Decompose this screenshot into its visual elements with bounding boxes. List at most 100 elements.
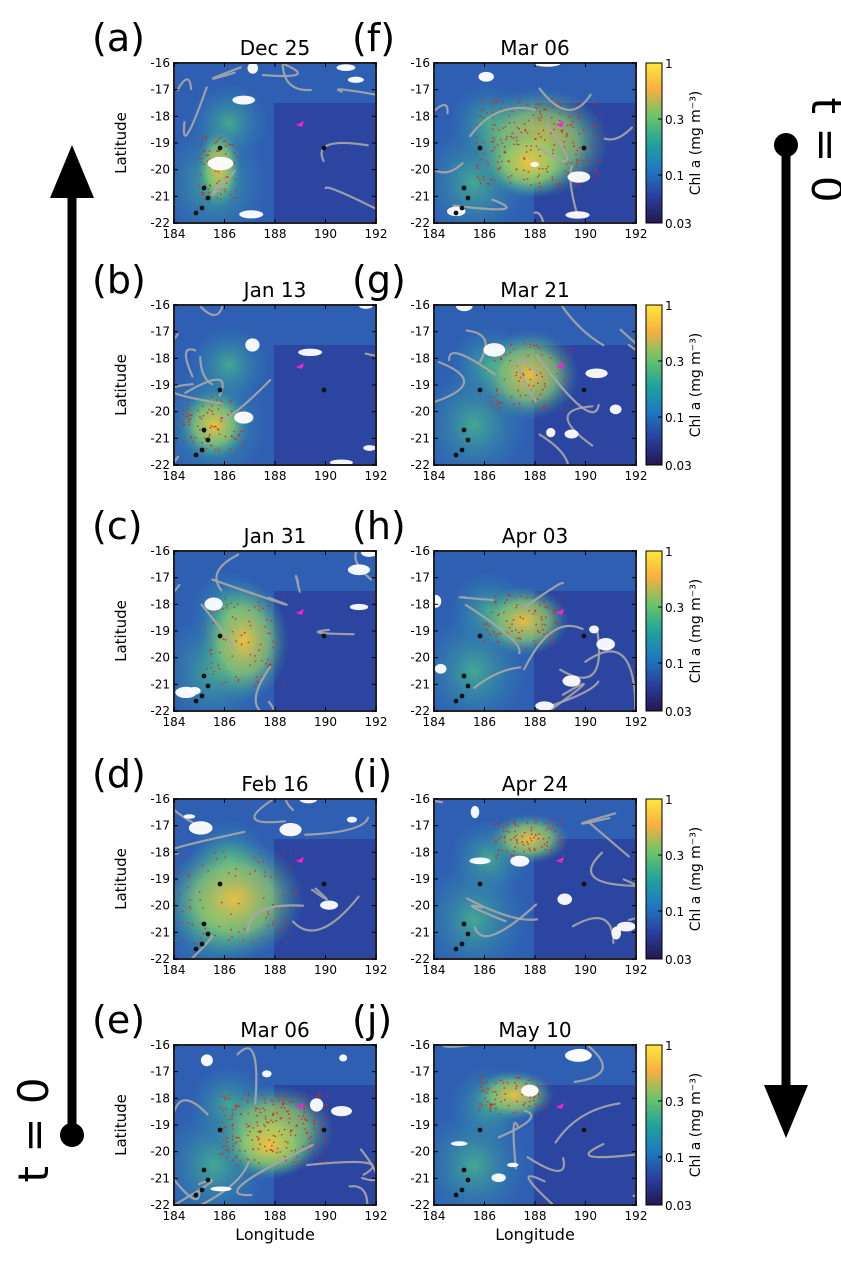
x-tick-label: 190 bbox=[314, 963, 337, 977]
y-tick-label: -22 bbox=[410, 704, 430, 718]
x-tick-label: 186 bbox=[213, 1209, 236, 1223]
y-tick-label: -22 bbox=[150, 704, 170, 718]
chlorophyll-field bbox=[174, 551, 376, 711]
colorbar-tick-label: 0.3 bbox=[665, 601, 684, 615]
y-tick-label: -16 bbox=[410, 298, 430, 312]
y-tick-label: -16 bbox=[150, 298, 170, 312]
y-tick-label: -19 bbox=[410, 378, 430, 392]
y-tick-label: -16 bbox=[150, 792, 170, 806]
chlorophyll-field bbox=[174, 799, 376, 959]
colorbar-label: Chl a (mg m⁻³) bbox=[688, 1073, 704, 1178]
y-tick-label: -16 bbox=[150, 1038, 170, 1052]
x-tick-label: 188 bbox=[264, 715, 287, 729]
panel-letter: (a) bbox=[92, 16, 145, 60]
x-tick-label: 188 bbox=[524, 963, 547, 977]
x-tick-label: 190 bbox=[314, 715, 337, 729]
x-tick-label: 188 bbox=[264, 963, 287, 977]
y-tick-label: -19 bbox=[410, 1118, 430, 1132]
colorbar-tick-label: 0.3 bbox=[665, 849, 684, 863]
x-tick-label: 188 bbox=[524, 469, 547, 483]
chlorophyll-field bbox=[434, 63, 636, 223]
colorbar-tick-label: 0.3 bbox=[665, 1095, 684, 1109]
panel-date: Feb 16 bbox=[241, 772, 308, 796]
colorbar-tick-label: 0.03 bbox=[665, 459, 692, 473]
y-tick-label: -21 bbox=[150, 1171, 170, 1185]
y-tick-label: -17 bbox=[410, 571, 430, 585]
x-tick-label: 184 bbox=[423, 963, 446, 977]
x-tick-label: 192 bbox=[365, 715, 388, 729]
x-tick-label: 184 bbox=[163, 469, 186, 483]
panel-date: May 10 bbox=[498, 1018, 571, 1042]
y-tick-label: -22 bbox=[410, 952, 430, 966]
x-tick-label: 186 bbox=[213, 963, 236, 977]
y-tick-label: -22 bbox=[410, 1198, 430, 1212]
y-tick-label: -22 bbox=[150, 1198, 170, 1212]
panel-date: Jan 13 bbox=[242, 278, 307, 302]
y-tick-label: -20 bbox=[410, 651, 430, 665]
y-axis-label: Latitude bbox=[112, 354, 130, 416]
y-tick-label: -17 bbox=[410, 819, 430, 833]
x-tick-label: 188 bbox=[524, 227, 547, 241]
y-tick-label: -22 bbox=[410, 216, 430, 230]
colorbar-tick-label: 1 bbox=[665, 545, 673, 559]
x-tick-label: 190 bbox=[314, 469, 337, 483]
colorbar-tick-label: 0.1 bbox=[665, 411, 684, 425]
panel-letter: (j) bbox=[352, 998, 392, 1042]
y-tick-label: -18 bbox=[410, 1091, 430, 1105]
y-tick-label: -20 bbox=[150, 405, 170, 419]
colorbar: 1 0.3 0.1 0.03 Chl a (mg m⁻³) bbox=[645, 57, 704, 231]
y-tick-label: -19 bbox=[410, 136, 430, 150]
y-tick-label: -18 bbox=[410, 597, 430, 611]
x-tick-label: 184 bbox=[423, 469, 446, 483]
colorbar-label: Chl a (mg m⁻³) bbox=[688, 333, 704, 438]
panel-date: Mar 21 bbox=[500, 278, 570, 302]
chlorophyll-field bbox=[174, 305, 376, 465]
colorbar-tick-label: 0.1 bbox=[665, 169, 684, 183]
x-tick-label: 184 bbox=[163, 715, 186, 729]
x-tick-label: 186 bbox=[473, 227, 496, 241]
x-tick-label: 190 bbox=[574, 963, 597, 977]
x-tick-label: 190 bbox=[314, 1209, 337, 1223]
y-tick-label: -16 bbox=[410, 1038, 430, 1052]
colorbar-tick-label: 1 bbox=[665, 793, 673, 807]
y-tick-label: -17 bbox=[150, 325, 170, 339]
y-tick-label: -20 bbox=[410, 899, 430, 913]
y-tick-label: -21 bbox=[410, 925, 430, 939]
x-tick-label: 192 bbox=[365, 227, 388, 241]
x-tick-label: 192 bbox=[625, 715, 648, 729]
colorbar-tick-label: 1 bbox=[665, 299, 673, 313]
panel-date: Apr 03 bbox=[502, 524, 568, 548]
y-tick-label: -21 bbox=[410, 189, 430, 203]
y-tick-label: -17 bbox=[150, 571, 170, 585]
x-axis-label: Longitude bbox=[495, 1225, 575, 1244]
y-tick-label: -18 bbox=[410, 109, 430, 123]
x-tick-label: 186 bbox=[473, 469, 496, 483]
colorbar-label: Chl a (mg m⁻³) bbox=[688, 91, 704, 196]
y-axis-label: Latitude bbox=[112, 600, 130, 662]
y-tick-label: -21 bbox=[150, 925, 170, 939]
time-arrows: t = 0 t = 0 bbox=[9, 97, 841, 1182]
x-tick-label: 192 bbox=[365, 1209, 388, 1223]
y-axis-label: Latitude bbox=[112, 848, 130, 910]
panel-letter: (f) bbox=[352, 16, 395, 60]
panel-letter: (d) bbox=[92, 752, 146, 796]
colorbar-tick-label: 0.03 bbox=[665, 953, 692, 967]
arrow-origin-dot bbox=[60, 1123, 84, 1147]
x-tick-label: 190 bbox=[574, 1209, 597, 1223]
y-tick-label: -20 bbox=[150, 899, 170, 913]
x-tick-label: 190 bbox=[574, 469, 597, 483]
panel-letter: (i) bbox=[352, 752, 392, 796]
y-tick-label: -21 bbox=[150, 677, 170, 691]
y-tick-label: -18 bbox=[150, 1091, 170, 1105]
arrow-origin-dot bbox=[774, 133, 798, 157]
colorbar: 1 0.3 0.1 0.03 Chl a (mg m⁻³) bbox=[645, 299, 704, 473]
y-tick-label: -20 bbox=[150, 651, 170, 665]
panel-date: Mar 06 bbox=[240, 1018, 310, 1042]
y-tick-label: -22 bbox=[150, 216, 170, 230]
y-tick-label: -16 bbox=[150, 544, 170, 558]
x-tick-label: 184 bbox=[423, 227, 446, 241]
